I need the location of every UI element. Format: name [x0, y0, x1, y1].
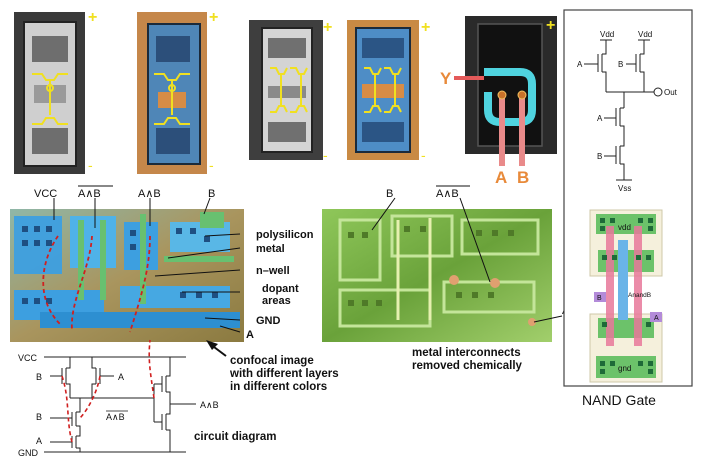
left-die-label-and-out: A∧B: [138, 188, 161, 200]
schematic-label-b-lower: B: [597, 152, 602, 161]
inset-label-y: Y: [440, 69, 452, 88]
nand-layout: [589, 209, 663, 383]
confocal-caption-line-3: in different colors: [230, 381, 327, 393]
schematic-label-vdd-left: Vdd: [600, 30, 614, 39]
nand-schematic: [584, 39, 663, 181]
schematic-label-b-in: B: [618, 60, 623, 69]
circuit-label-a-bottom: A: [36, 436, 42, 446]
schematic-label-out: Out: [664, 88, 678, 97]
caption-arrow: [206, 340, 227, 357]
left-die-label-a: A: [246, 329, 254, 341]
left-die-image: [10, 209, 244, 342]
layout-label-gnd: gnd: [618, 364, 631, 373]
circuit-red-dashes: [61, 339, 155, 443]
confocal-caption-line-2: with different layers: [229, 368, 339, 380]
minus-mark-2: -: [209, 157, 214, 173]
inset-label-a: A: [495, 168, 507, 187]
plus-mark-1: +: [88, 9, 97, 26]
chemical-caption: metal interconnects removed chemically: [412, 347, 524, 372]
layer-label-polysilicon: polysilicon: [256, 229, 314, 241]
left-die-label-b: B: [208, 188, 215, 200]
chemical-caption-line-2: removed chemically: [412, 360, 523, 372]
circuit-caption: circuit diagram: [194, 431, 276, 443]
schematic-label-vdd-right: Vdd: [638, 30, 652, 39]
minus-mark-4: -: [421, 147, 426, 163]
circuit-label-vcc: VCC: [18, 353, 38, 363]
layer-label-n-well: n–well: [256, 265, 290, 277]
layout-label-out: AnandB: [628, 292, 651, 299]
micrograph-color-2: [347, 20, 419, 160]
layer-label-gnd: GND: [256, 315, 281, 327]
right-die-image: [322, 209, 552, 342]
nand-panel: Vdd Vdd A B Out A B Vss: [563, 9, 693, 387]
plus-mark-5: +: [546, 17, 555, 34]
plus-mark-4: +: [421, 19, 430, 36]
left-die-label-nand-out: A∧B: [78, 188, 101, 200]
nand-panel-title: NAND Gate: [582, 392, 656, 408]
circuit-label-b-top: B: [36, 372, 42, 382]
plus-mark-2: +: [209, 9, 218, 26]
left-die-leader-lines: [53, 197, 241, 333]
inset-label-b: B: [517, 168, 529, 187]
left-die-label-vcc: VCC: [34, 188, 57, 200]
layout-label-b: B: [597, 295, 602, 302]
dopant-line-2: areas: [262, 295, 291, 307]
right-die-leader-lines: [371, 197, 563, 323]
right-die-label-b: B: [386, 188, 393, 200]
circuit-label-a-top: A: [118, 372, 124, 382]
micrograph-gray-2: [249, 20, 323, 160]
confocal-caption: confocal image with different layers in …: [229, 355, 342, 393]
micrograph-gray-1: [14, 12, 85, 174]
circuit-label-nand-mid: A∧B: [106, 412, 125, 422]
layer-label-dopant-areas: dopant areas: [262, 283, 302, 307]
circuit-label-and-out: A∧B: [200, 400, 219, 410]
schematic-label-a-lower: A: [597, 114, 603, 123]
schematic-label-vss: Vss: [618, 184, 631, 193]
micrograph-color-1: [137, 12, 207, 174]
confocal-caption-line-1: confocal image: [230, 355, 314, 367]
dopant-line-1: dopant: [262, 283, 299, 295]
schematic-label-a-in: A: [577, 60, 583, 69]
circuit-label-b-mid: B: [36, 412, 42, 422]
plus-mark-3: +: [323, 19, 332, 36]
minus-mark-1: -: [88, 157, 93, 173]
circuit-diagram: [44, 356, 196, 453]
chemical-caption-line-1: metal interconnects: [412, 347, 521, 359]
top-strip: + - + - + -: [14, 9, 557, 187]
micrograph-inset-ab: [454, 16, 557, 166]
layout-label-vdd: vdd: [618, 223, 631, 232]
minus-mark-3: -: [323, 147, 328, 163]
layout-label-a: A: [654, 315, 659, 322]
circuit-label-gnd: GND: [18, 448, 39, 458]
layer-label-metal: metal: [256, 243, 285, 255]
right-die-label-nand-out: A∧B: [436, 188, 459, 200]
